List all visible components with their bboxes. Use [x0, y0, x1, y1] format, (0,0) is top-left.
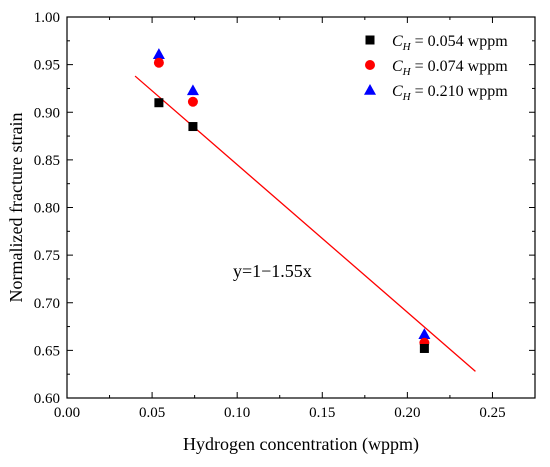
- triangle-data-point: [152, 48, 165, 59]
- circle-data-point: [153, 57, 164, 68]
- y-tick-label: 0.75: [34, 248, 60, 264]
- x-axis-title: Hydrogen concentration (wppm): [183, 434, 419, 455]
- x-tick-label: 0.05: [139, 405, 165, 421]
- data-points: [152, 48, 431, 353]
- x-tick-label: 0.25: [479, 405, 505, 421]
- legend: CH = 0.054 wppm CH = 0.074 wppm CH = 0.210…: [364, 33, 508, 103]
- fit-line-group: [134, 75, 476, 372]
- y-tick-label: 0.70: [34, 296, 60, 312]
- square-data-point: [419, 343, 429, 353]
- y-tick-label: 0.90: [34, 105, 60, 121]
- axis-tick-labels: 0.00 0.05 0.10 0.15 0.20 0.25 0.60 0.65 0.70 0.75…: [34, 10, 506, 421]
- legend-label: CH = 0.074 wppm: [392, 58, 508, 78]
- fit-line: [134, 75, 476, 372]
- legend-square-marker: [365, 35, 375, 45]
- x-tick-label: 0.00: [54, 405, 80, 421]
- fit-equation-label: y=1−1.55x: [233, 261, 312, 281]
- y-tick-label: 0.85: [34, 153, 60, 169]
- plot-frame: [66, 16, 536, 399]
- x-tick-label: 0.10: [224, 405, 250, 421]
- square-data-point: [154, 98, 164, 108]
- y-axis-title: Normalized fracture strain: [6, 113, 26, 303]
- y-tick-label: 0.65: [34, 343, 60, 359]
- y-tick-label: 0.60: [34, 391, 60, 407]
- x-tick-label: 0.15: [309, 405, 335, 421]
- square-data-point: [188, 122, 198, 132]
- y-tick-label: 0.80: [34, 201, 60, 217]
- x-tick-label: 0.20: [394, 405, 420, 421]
- circle-data-point: [187, 96, 198, 107]
- triangle-data-point: [186, 84, 199, 96]
- legend-circle-marker: [365, 60, 375, 70]
- y-tick-label: 0.95: [34, 58, 60, 74]
- y-tick-label: 1.00: [34, 10, 60, 26]
- legend-label: CH = 0.210 wppm: [392, 83, 508, 103]
- legend-label: CH = 0.054 wppm: [392, 33, 508, 53]
- triangle-data-point: [418, 328, 431, 339]
- legend-triangle-marker: [364, 84, 376, 95]
